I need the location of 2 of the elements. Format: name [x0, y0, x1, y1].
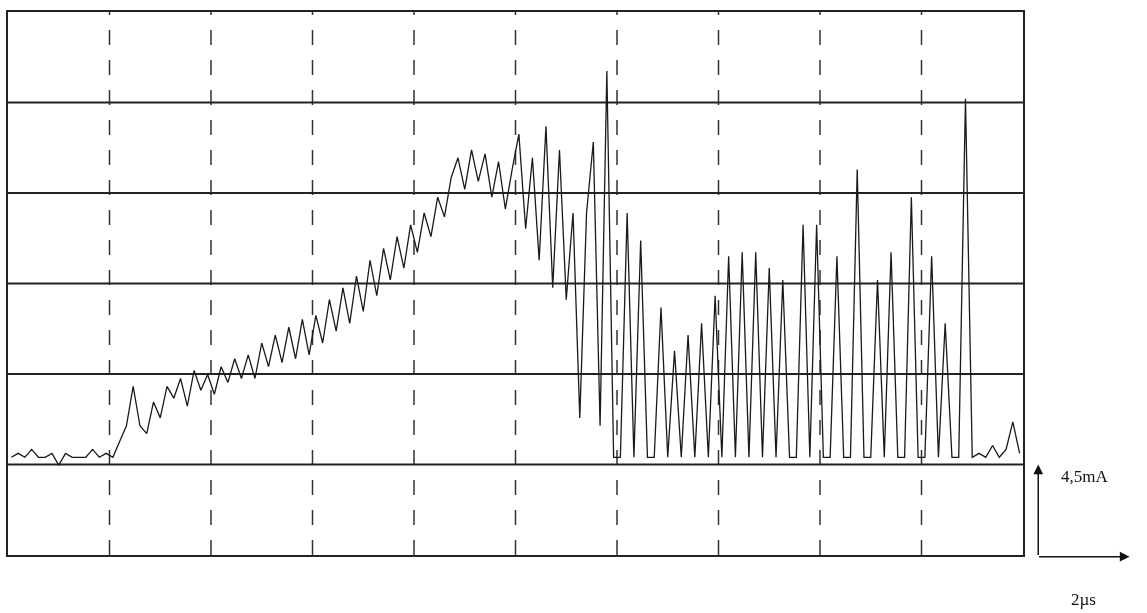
text: 4,5mA [1061, 467, 1109, 486]
text: 2µs [1071, 590, 1096, 609]
